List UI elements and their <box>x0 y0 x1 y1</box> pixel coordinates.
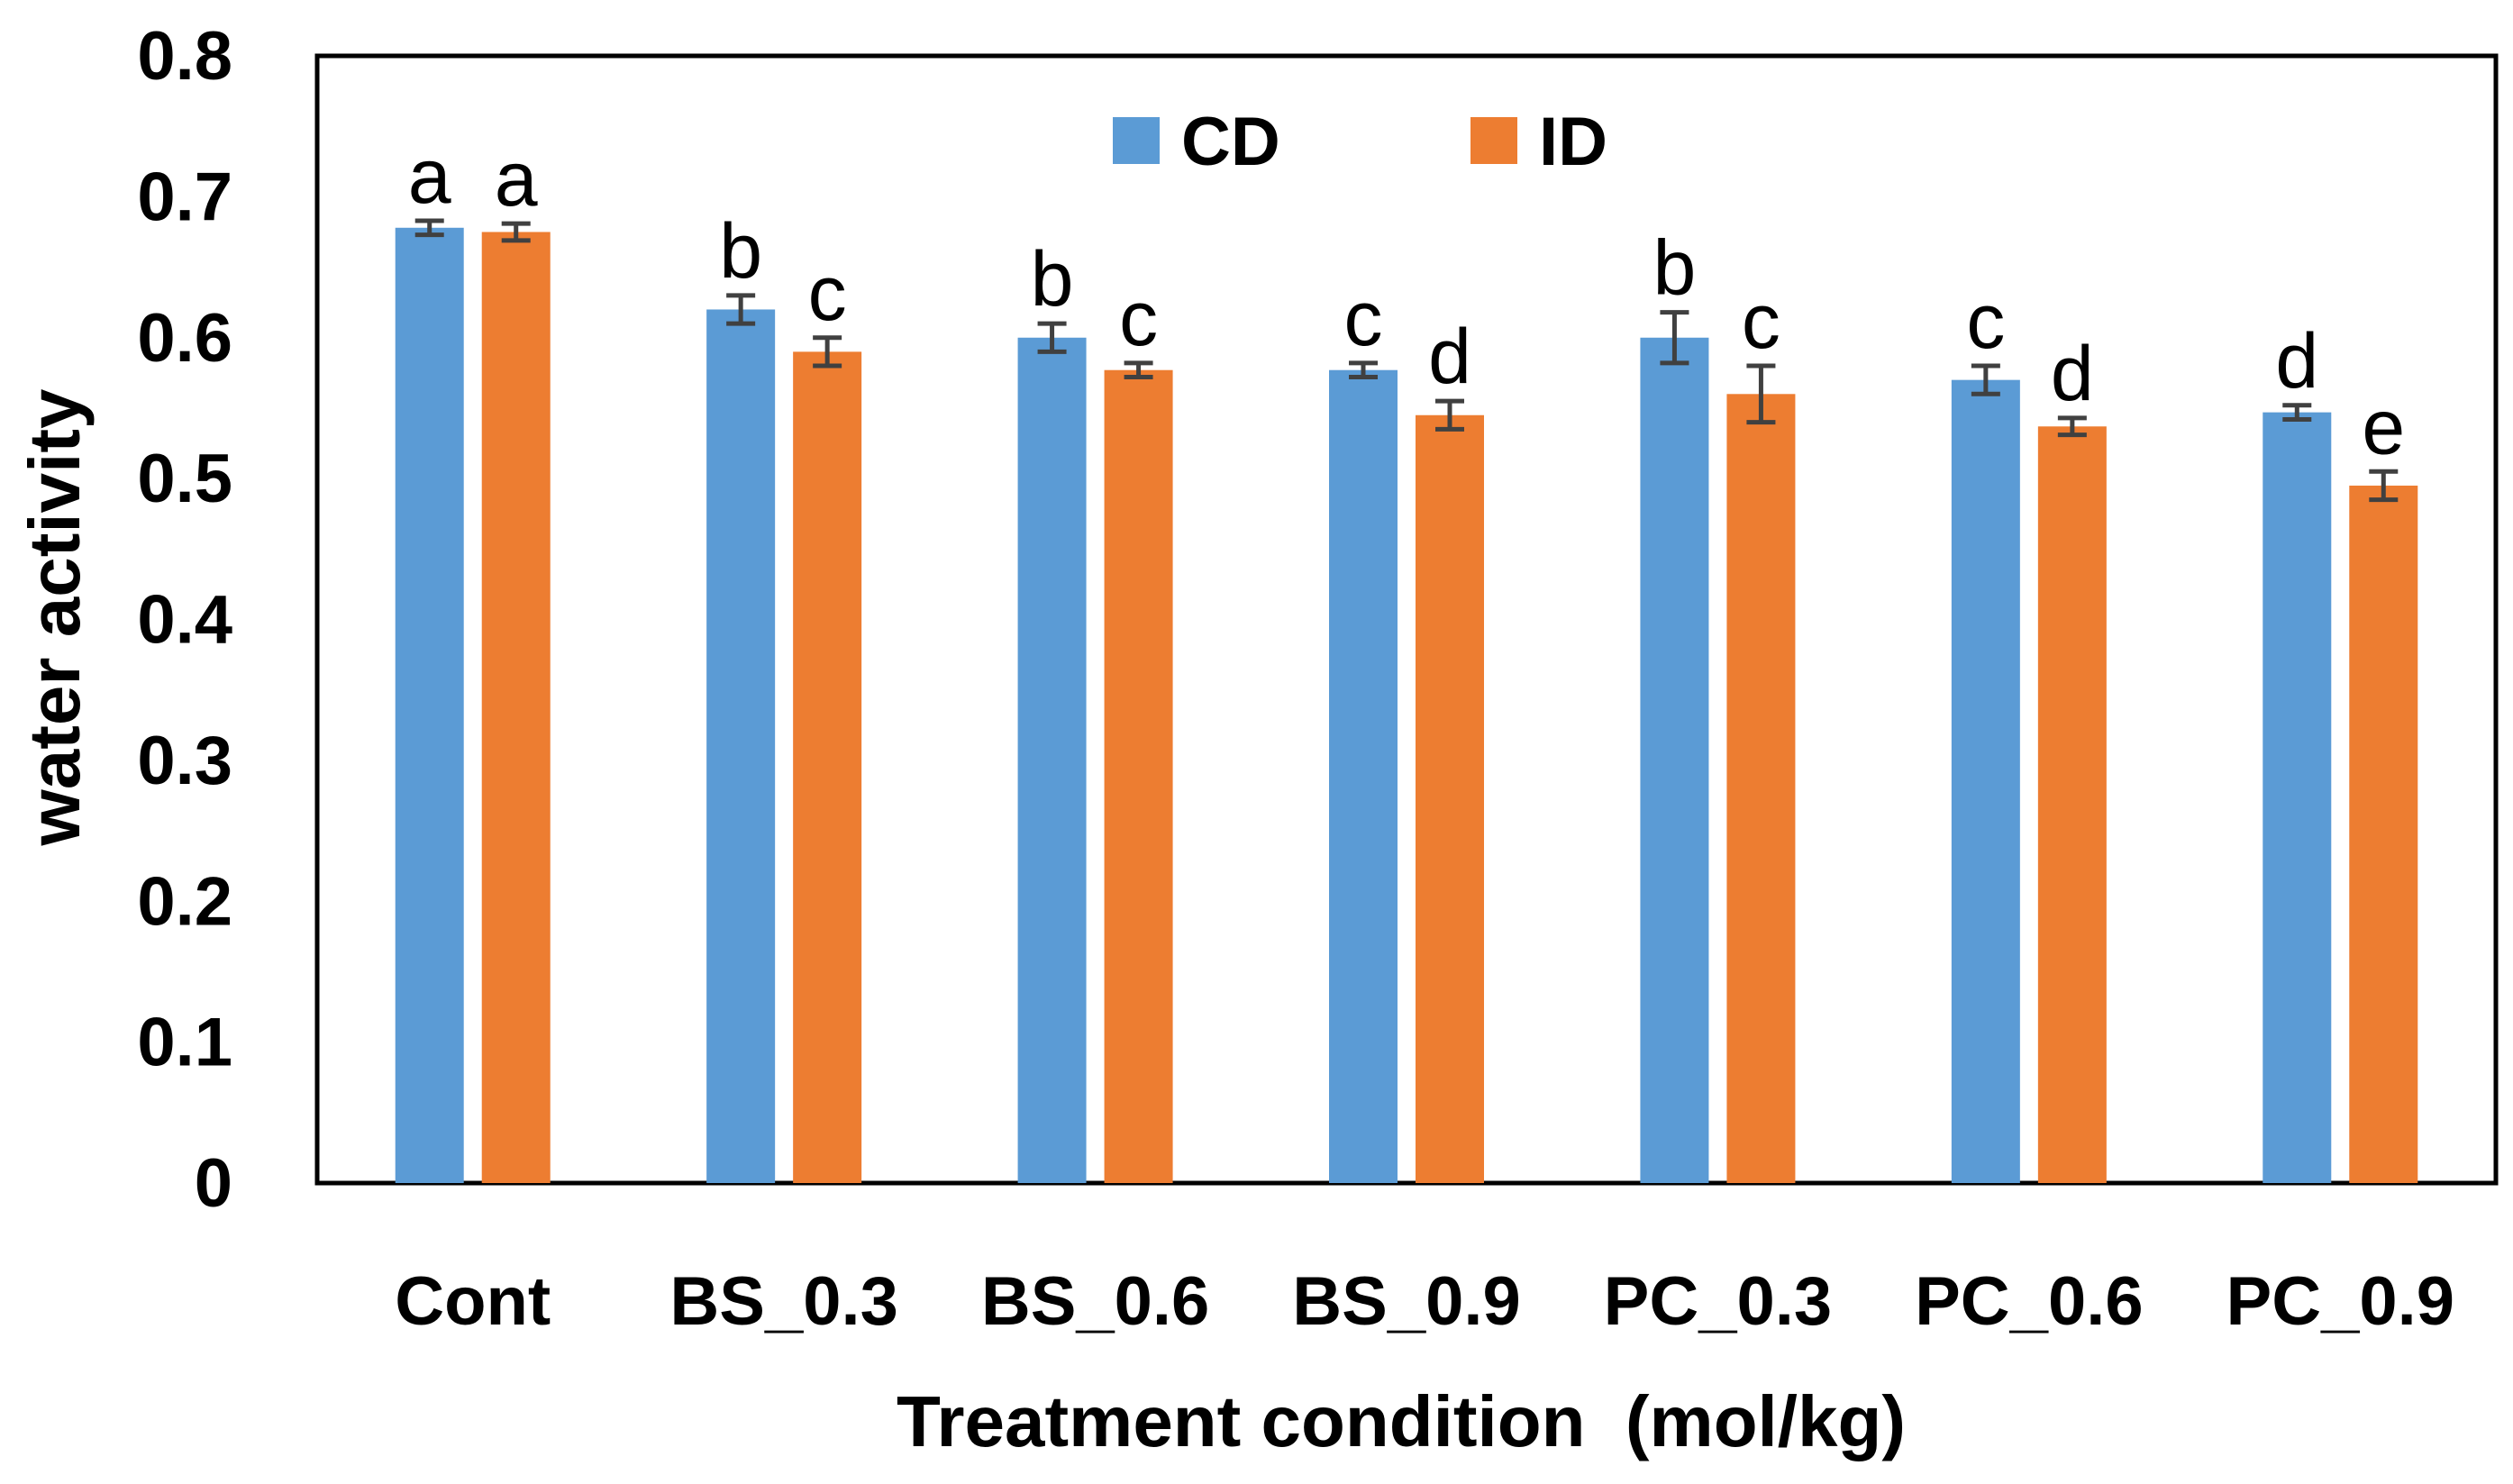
y-tick-label: 0 <box>195 1145 232 1222</box>
x-tick-label: Cont <box>395 1263 551 1340</box>
bar-cd-pc-0-9 <box>2263 412 2332 1183</box>
error-bar <box>2057 415 2087 438</box>
significance-letter: d <box>2051 331 2094 417</box>
significance-letter: b <box>1031 236 1074 323</box>
y-tick-label: 0.7 <box>137 159 232 235</box>
error-bar <box>1435 398 1464 432</box>
plot-area <box>314 53 2499 1186</box>
y-tick-label: 0.1 <box>137 1005 232 1081</box>
error-bar <box>1971 363 2000 396</box>
legend-swatch <box>1113 117 1160 164</box>
bar-cd-bs-0-9 <box>1329 369 1398 1183</box>
significance-letter: c <box>1966 278 2005 365</box>
error-bar <box>1746 363 1776 425</box>
significance-letter: b <box>719 208 762 295</box>
x-axis-ticks: Cont BS_0.3 BS_0.6 BS_0.9 PC_0.3 PC_0.6 PC_0.9 <box>395 1263 2454 1340</box>
bar-id-pc-0-9 <box>2349 485 2418 1183</box>
x-tick-label: PC_0.9 <box>2226 1263 2455 1340</box>
significance-labels: ab b cbc dac c d cde <box>408 133 2405 470</box>
legend-item-id: ID <box>1470 104 1607 180</box>
plot-frame <box>314 53 2499 1186</box>
y-tick-label: 0.4 <box>137 582 232 659</box>
significance-letter: c <box>1742 278 1780 365</box>
bar-id-cont <box>481 232 551 1183</box>
error-bar <box>1124 360 1153 380</box>
error-bar <box>501 221 531 243</box>
x-tick-label: PC_0.3 <box>1604 1263 1833 1340</box>
y-tick-label: 0.3 <box>137 723 232 799</box>
y-tick-label: 0.6 <box>137 300 232 377</box>
error-bar <box>2369 469 2399 503</box>
significance-letter: c <box>1119 276 1158 362</box>
bar-id-bs-0-3 <box>793 351 862 1183</box>
bar-id-pc-0-3 <box>1726 394 1796 1183</box>
x-tick-label: BS_0.9 <box>1292 1263 1521 1340</box>
significance-letter: a <box>408 133 451 220</box>
error-bar <box>414 218 444 238</box>
y-axis-ticks: 0 0.1 0.2 0.3 0.4 0.5 0.6 0.7 0.8 <box>137 18 232 1222</box>
y-axis-title: water activity <box>14 388 95 846</box>
bar-cd-pc-0-6 <box>1951 379 2020 1184</box>
error-bar <box>2282 403 2312 422</box>
x-tick-label: BS_0.6 <box>981 1263 1210 1340</box>
error-bars <box>414 218 2399 503</box>
y-tick-label: 0.5 <box>137 441 232 517</box>
y-tick-label: 0.8 <box>137 18 232 95</box>
bar-cd-bs-0-6 <box>1017 337 1087 1183</box>
error-bar <box>726 293 756 326</box>
significance-letter: e <box>2362 384 2405 470</box>
significance-letter: c <box>808 250 847 337</box>
error-bar <box>1349 360 1378 380</box>
significance-letter: b <box>1653 225 1697 312</box>
bar-id-pc-0-6 <box>2037 426 2107 1183</box>
x-tick-label: PC_0.6 <box>1915 1263 2144 1340</box>
x-tick-label: BS_0.3 <box>669 1263 898 1340</box>
error-bar <box>813 335 842 369</box>
y-tick-label: 0.2 <box>137 863 232 940</box>
legend-item-cd: CD <box>1113 104 1280 180</box>
error-bar <box>1660 310 1689 366</box>
bars <box>395 227 2418 1184</box>
significance-letter: d <box>2275 318 2318 405</box>
legend: CD ID <box>1113 104 1607 180</box>
error-bar <box>1037 321 1067 354</box>
legend-swatch <box>1470 117 1517 164</box>
significance-letter: a <box>495 136 538 223</box>
bar-id-bs-0-6 <box>1104 369 1173 1183</box>
x-axis-title: Treatment condition (mol/kg) <box>897 1381 1906 1461</box>
bar-id-bs-0-9 <box>1416 414 1484 1184</box>
bar-cd-cont <box>395 227 464 1184</box>
bar-cd-bs-0-3 <box>706 309 776 1184</box>
significance-letter: d <box>1428 314 1471 400</box>
legend-label: CD <box>1181 104 1280 180</box>
bar-cd-pc-0-3 <box>1640 337 1709 1183</box>
legend-label: ID <box>1539 104 1607 180</box>
significance-letter: c <box>1344 276 1383 362</box>
